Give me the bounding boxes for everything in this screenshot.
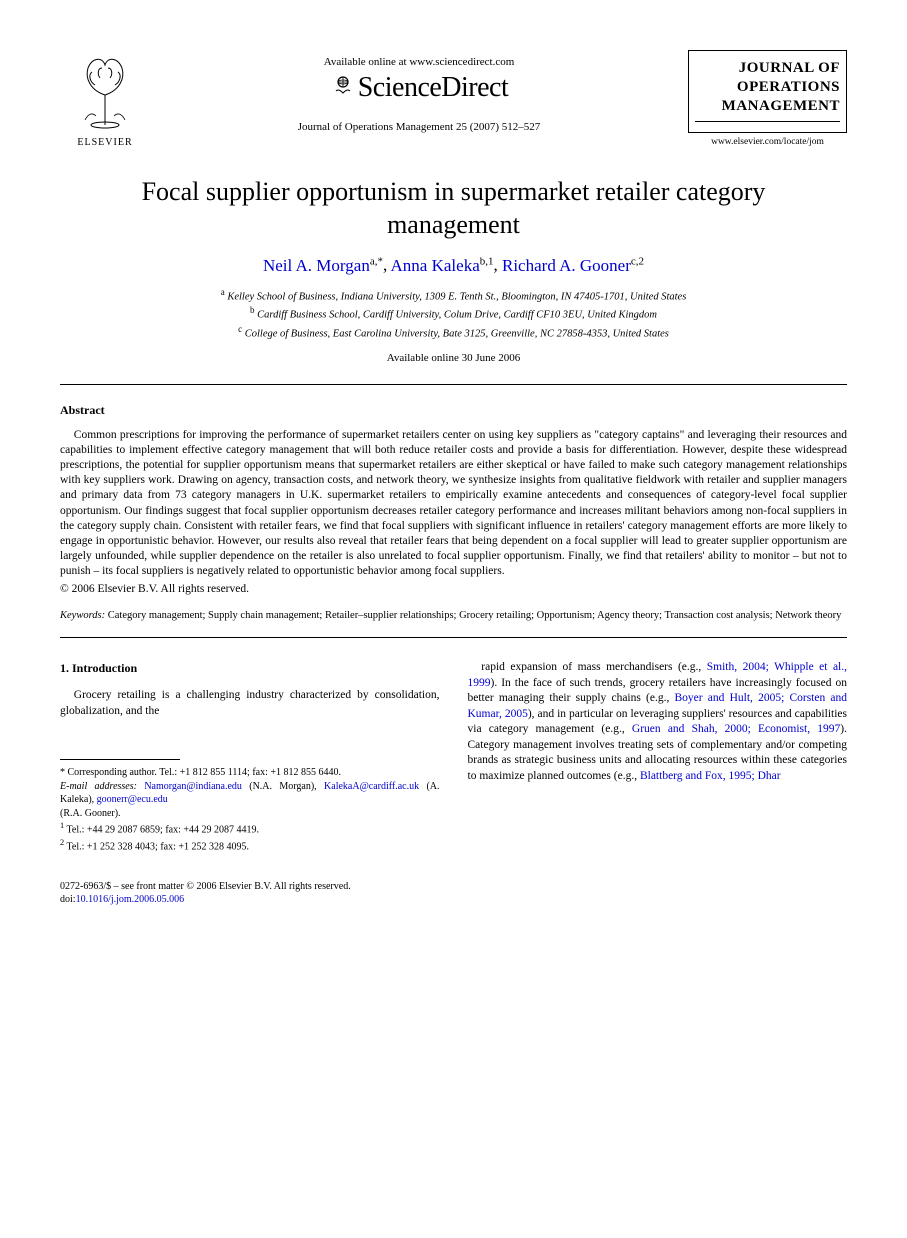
author-2-link[interactable]: Anna Kaleka	[391, 256, 480, 275]
aff-a-sup: a	[221, 287, 225, 297]
keywords-text: Category management; Supply chain manage…	[105, 610, 841, 621]
footnotes: * Corresponding author. Tel.: +1 812 855…	[60, 766, 440, 854]
aff-c-sup: c	[238, 324, 242, 334]
authors-line: Neil A. Morgana,*, Anna Kalekab,1, Richa…	[60, 255, 847, 276]
author-2-sup: b,1	[480, 255, 494, 267]
doi-line: doi:10.1016/j.jom.2006.05.006	[60, 893, 847, 906]
author-2: Anna Kalekab,1	[391, 256, 494, 275]
footer-block: 0272-6963/$ – see front matter © 2006 El…	[60, 880, 847, 906]
publisher-block: ELSEVIER	[60, 50, 150, 148]
journal-box: JOURNAL OF OPERATIONS MANAGEMENT	[688, 50, 847, 133]
journal-line-1: JOURNAL OF	[695, 59, 840, 78]
aff-c-text: College of Business, East Carolina Unive…	[245, 329, 669, 340]
email-3-link[interactable]: goonerr@ecu.edu	[97, 794, 168, 805]
email-3-who: (R.A. Gooner).	[60, 807, 440, 821]
page: ELSEVIER Available online at www.science…	[0, 0, 907, 946]
rule-below-keywords	[60, 637, 847, 638]
sciencedirect-logo: ScienceDirect	[150, 72, 688, 107]
abstract-copyright: © 2006 Elsevier B.V. All rights reserved…	[60, 583, 847, 595]
header-row: ELSEVIER Available online at www.science…	[60, 50, 847, 148]
journal-box-wrap: JOURNAL OF OPERATIONS MANAGEMENT www.els…	[688, 50, 847, 147]
author-1-sup: a,*	[370, 255, 383, 267]
aff-b-sup: b	[250, 305, 255, 315]
author-1-link[interactable]: Neil A. Morgan	[263, 256, 370, 275]
intro-left-para: Grocery retailing is a challenging indus…	[60, 688, 440, 719]
journal-line-2: OPERATIONS	[695, 78, 840, 97]
affiliation-b: b Cardiff Business School, Cardiff Unive…	[60, 304, 847, 323]
doi-label: doi:	[60, 894, 76, 905]
right-pre: rapid expansion of mass merchandisers (e…	[481, 661, 706, 673]
author-1: Neil A. Morgana,*	[263, 256, 383, 275]
affiliation-a: a Kelley School of Business, Indiana Uni…	[60, 286, 847, 305]
abstract-heading: Abstract	[60, 403, 847, 418]
issn-line: 0272-6963/$ – see front matter © 2006 El…	[60, 880, 847, 893]
center-header: Available online at www.sciencedirect.co…	[150, 50, 688, 133]
elsevier-tree-icon	[70, 50, 140, 130]
footnote-1-text: Tel.: +44 29 2087 6859; fax: +44 29 2087…	[67, 825, 260, 836]
email-label: E-mail addresses:	[60, 781, 137, 792]
left-column: 1. Introduction Grocery retailing is a c…	[60, 660, 440, 854]
ref-gruen-economist[interactable]: Gruen and Shah, 2000; Economist, 1997	[632, 723, 840, 735]
abstract-block: Abstract Common prescriptions for improv…	[60, 403, 847, 596]
journal-url: www.elsevier.com/locate/jom	[688, 137, 847, 147]
intro-right-para: rapid expansion of mass merchandisers (e…	[468, 660, 848, 784]
publisher-label: ELSEVIER	[60, 137, 150, 148]
email-1-link[interactable]: Namorgan@indiana.edu	[144, 781, 242, 792]
rule-above-abstract	[60, 384, 847, 385]
two-column-body: 1. Introduction Grocery retailing is a c…	[60, 660, 847, 854]
author-3: Richard A. Goonerc,2	[502, 256, 644, 275]
corresponding-author-note: * Corresponding author. Tel.: +1 812 855…	[60, 766, 440, 780]
email-1-who: (N.A. Morgan),	[242, 781, 317, 792]
keywords-label: Keywords:	[60, 610, 105, 621]
sciencedirect-icon	[330, 73, 356, 107]
article-title: Focal supplier opportunism in supermarke…	[100, 176, 807, 241]
doi-link[interactable]: 10.1016/j.jom.2006.05.006	[76, 894, 185, 905]
aff-a-text: Kelley School of Business, Indiana Unive…	[227, 291, 686, 302]
author-3-sup: c,2	[631, 255, 644, 267]
available-date: Available online 30 June 2006	[60, 352, 847, 364]
section-1-heading: 1. Introduction	[60, 660, 440, 676]
footnote-2-text: Tel.: +1 252 328 4043; fax: +1 252 328 4…	[67, 841, 250, 852]
journal-box-rule	[695, 121, 840, 122]
keywords-line: Keywords: Category management; Supply ch…	[60, 609, 847, 623]
journal-line-3: MANAGEMENT	[695, 97, 840, 116]
email-addresses: E-mail addresses: Namorgan@indiana.edu (…	[60, 780, 440, 807]
sciencedirect-text: ScienceDirect	[358, 72, 509, 103]
abstract-text: Common prescriptions for improving the p…	[60, 428, 847, 580]
footnote-2: 2 Tel.: +1 252 328 4043; fax: +1 252 328…	[60, 837, 440, 854]
aff-b-text: Cardiff Business School, Cardiff Univers…	[257, 310, 657, 321]
available-online-text: Available online at www.sciencedirect.co…	[150, 56, 688, 68]
affiliation-c: c College of Business, East Carolina Uni…	[60, 323, 847, 342]
author-3-link[interactable]: Richard A. Gooner	[502, 256, 631, 275]
affiliations: a Kelley School of Business, Indiana Uni…	[60, 286, 847, 342]
footnote-rule	[60, 759, 180, 760]
footnote-1: 1 Tel.: +44 29 2087 6859; fax: +44 29 20…	[60, 820, 440, 837]
email-2-link[interactable]: KalekaA@cardiff.ac.uk	[324, 781, 419, 792]
ref-blattberg-dhar[interactable]: Blattberg and Fox, 1995; Dhar	[640, 770, 781, 782]
right-column: rapid expansion of mass merchandisers (e…	[468, 660, 848, 854]
citation-line: Journal of Operations Management 25 (200…	[150, 121, 688, 133]
